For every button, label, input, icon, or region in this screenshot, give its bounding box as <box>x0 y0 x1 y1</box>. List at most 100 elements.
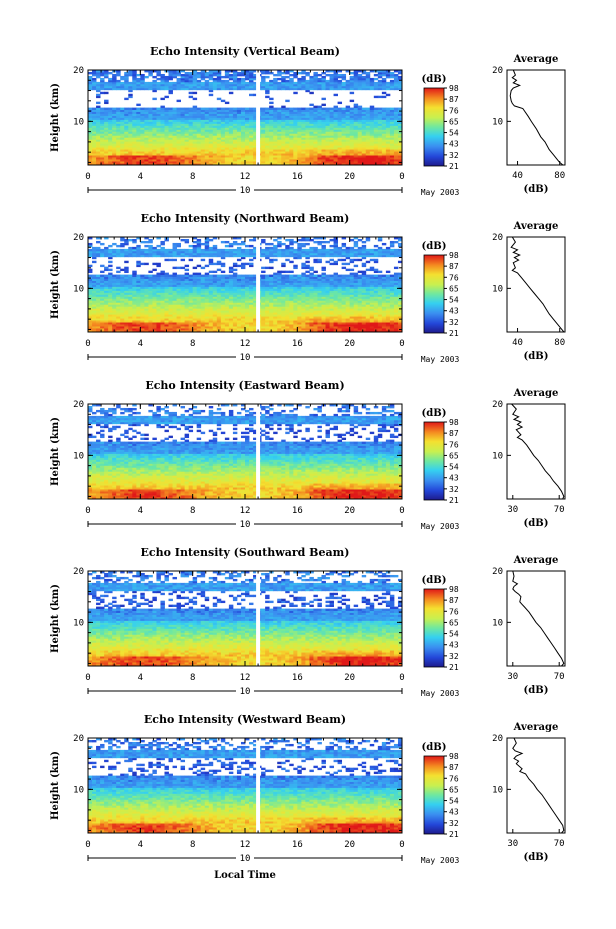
data-gap <box>256 738 261 833</box>
colorbar-tick-label: 21 <box>449 496 459 505</box>
colorbar-tick-label: 32 <box>449 652 459 661</box>
y-tick-label: 10 <box>73 451 84 461</box>
colorbar <box>423 421 445 501</box>
panel-4: Echo Intensity (Westward Beam) 20 10 Height… <box>50 713 566 865</box>
colorbar-tick-label: 32 <box>449 318 459 327</box>
colorbar-tick-label: 32 <box>449 151 459 160</box>
average-y-tick-label: 10 <box>492 284 503 294</box>
colorbar-tick-label: 21 <box>449 162 459 171</box>
colorbar <box>423 87 445 167</box>
colorbar-tick-label: 43 <box>449 641 459 650</box>
average-line <box>511 403 565 500</box>
data-gap <box>256 70 261 165</box>
y-axis-label: Height (km) <box>50 417 61 486</box>
average-title: Average <box>513 388 559 399</box>
date-label: May 2003 <box>421 355 460 364</box>
x-tick-label: 8 <box>190 840 195 850</box>
average-y-tick-label: 10 <box>492 785 503 795</box>
average-y-tick-label: 20 <box>492 233 503 243</box>
colorbar-tick-label: 65 <box>449 451 459 460</box>
colorbar-tick-label: 65 <box>449 117 459 126</box>
average-y-tick-label: 10 <box>492 117 503 127</box>
y-axis-label: Height (km) <box>50 751 61 820</box>
y-tick-label: 10 <box>73 284 84 294</box>
colorbar-tick-label: 87 <box>449 763 459 772</box>
date-label: May 2003 <box>421 522 460 531</box>
average-x-tick-label: 30 <box>507 505 518 515</box>
x-tick-label: 0 <box>399 840 404 850</box>
average-y-tick-label: 20 <box>492 567 503 577</box>
panel-title: Echo Intensity (Eastward Beam) <box>145 379 344 392</box>
average-profile: Average 20 10 40 80 (dB) <box>492 221 566 362</box>
average-frame <box>506 69 566 166</box>
colorbar <box>423 755 445 835</box>
panel-title: Echo Intensity (Westward Beam) <box>144 713 346 726</box>
x-tick-label: 8 <box>190 673 195 683</box>
y-tick-label: 20 <box>73 567 84 577</box>
colorbar-tick-label: 87 <box>449 429 459 438</box>
panel-3: Echo Intensity (Southward Beam) 20 10 Heigh… <box>50 546 566 698</box>
average-line <box>512 737 565 834</box>
average-x-label: (dB) <box>524 685 549 696</box>
y-tick-label: 10 <box>73 785 84 795</box>
colorbar-unit: (dB) <box>422 742 447 753</box>
average-x-tick-label: 30 <box>507 672 518 682</box>
panel-title: Echo Intensity (Northward Beam) <box>141 212 350 225</box>
colorbar-tick-label: 76 <box>449 607 459 616</box>
colorbar-tick-label: 54 <box>449 630 459 639</box>
average-x-label: (dB) <box>524 351 549 362</box>
average-frame <box>506 737 566 834</box>
x-tick-label: 20 <box>344 339 355 349</box>
x-axis-label: Local Time <box>214 870 276 881</box>
x-tick-label: 0 <box>399 506 404 516</box>
data-gap <box>256 404 261 499</box>
colorbar-tick-label: 54 <box>449 129 459 138</box>
colorbar-tick-label: 43 <box>449 808 459 817</box>
y-tick-label: 20 <box>73 734 84 744</box>
x-tick-label: 16 <box>292 172 303 182</box>
x-tick-label: 4 <box>138 506 143 516</box>
average-frame <box>506 403 566 500</box>
x-tick-label: 4 <box>138 840 143 850</box>
average-x-label: (dB) <box>524 852 549 863</box>
x-tick-label: 16 <box>292 506 303 516</box>
colorbar-unit: (dB) <box>422 241 447 252</box>
heatmap-cells <box>88 70 403 166</box>
average-x-label: (dB) <box>524 518 549 529</box>
average-title: Average <box>513 54 559 65</box>
heatmap-cells <box>88 237 403 333</box>
x-tick-label: 12 <box>240 339 251 349</box>
x-tick-label: 16 <box>292 339 303 349</box>
colorbar <box>423 254 445 334</box>
heatmap-cells <box>88 404 403 500</box>
average-profile: Average 20 10 40 80 (dB) <box>492 54 566 195</box>
x-tick-label: 4 <box>138 339 143 349</box>
panel-2: Echo Intensity (Eastward Beam) 20 10 Height… <box>50 379 566 531</box>
colorbar-tick-label: 65 <box>449 785 459 794</box>
colorbar-tick-label: 21 <box>449 329 459 338</box>
average-frame <box>506 570 566 667</box>
average-x-tick-label: 70 <box>554 839 565 849</box>
colorbar-unit: (dB) <box>422 74 447 85</box>
average-x-tick-label: 40 <box>512 338 523 348</box>
colorbar-tick-label: 54 <box>449 797 459 806</box>
average-y-tick-label: 20 <box>492 734 503 744</box>
colorbar-tick-label: 98 <box>449 585 459 594</box>
average-title: Average <box>513 722 559 733</box>
day-label-bg <box>236 185 254 195</box>
colorbar-tick-label: 21 <box>449 830 459 839</box>
average-x-tick-label: 80 <box>554 171 565 181</box>
x-tick-label: 0 <box>85 339 90 349</box>
colorbar-tick-label: 65 <box>449 284 459 293</box>
x-tick-label: 8 <box>190 339 195 349</box>
colorbar-tick-label: 87 <box>449 262 459 271</box>
average-x-tick-label: 40 <box>512 171 523 181</box>
x-tick-label: 8 <box>190 506 195 516</box>
average-line <box>512 570 565 667</box>
colorbar-tick-label: 87 <box>449 596 459 605</box>
data-gap <box>256 571 261 666</box>
x-tick-label: 20 <box>344 172 355 182</box>
average-profile: Average 20 10 30 70 (dB) <box>492 388 566 529</box>
day-label: 10 <box>240 186 251 196</box>
x-tick-label: 0 <box>399 339 404 349</box>
